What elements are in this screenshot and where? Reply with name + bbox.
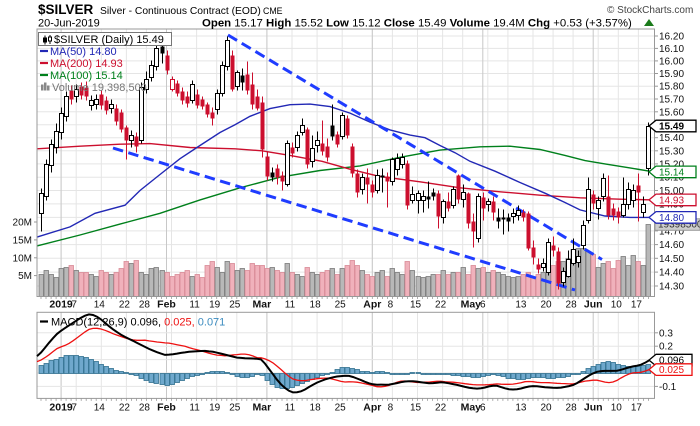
svg-text:Feb: Feb — [157, 402, 176, 414]
svg-text:15.70: 15.70 — [659, 95, 684, 106]
svg-text:Open 15.17 High 15.52 Low 15.1: Open 15.17 High 15.52 Low 15.12 Close 15… — [202, 18, 632, 30]
svg-text:10: 10 — [611, 300, 623, 311]
svg-text:20M: 20M — [13, 218, 32, 229]
svg-text:11: 11 — [285, 300, 296, 311]
svg-text:14.93: 14.93 — [659, 196, 684, 207]
svg-text:$SILVER: $SILVER — [38, 2, 94, 17]
svg-text:Apr: Apr — [363, 402, 381, 414]
svg-text:2019: 2019 — [49, 299, 73, 311]
svg-text:19: 19 — [209, 403, 221, 414]
svg-text:CME: CME — [263, 6, 283, 16]
svg-text:20: 20 — [540, 403, 552, 414]
svg-text:14.40: 14.40 — [659, 268, 684, 279]
svg-text:15.60: 15.60 — [659, 107, 684, 118]
svg-text:14.80: 14.80 — [659, 213, 684, 224]
svg-text:7: 7 — [71, 403, 77, 414]
svg-text:Mar: Mar — [253, 299, 272, 311]
svg-text:25: 25 — [335, 403, 347, 414]
svg-text:0.3: 0.3 — [659, 328, 673, 339]
svg-text:18: 18 — [310, 300, 322, 311]
svg-text:15.90: 15.90 — [659, 69, 684, 80]
svg-text:15.20: 15.20 — [659, 159, 684, 170]
svg-text:15.40: 15.40 — [659, 133, 684, 144]
svg-text:14: 14 — [94, 300, 106, 311]
svg-text:28: 28 — [566, 403, 578, 414]
svg-text:13: 13 — [515, 403, 527, 414]
svg-text:15.49: 15.49 — [659, 122, 684, 133]
svg-text:22: 22 — [435, 403, 447, 414]
svg-text:6: 6 — [480, 300, 486, 311]
svg-text:Feb: Feb — [157, 299, 176, 311]
svg-text:16.20: 16.20 — [659, 32, 684, 43]
svg-text:25: 25 — [335, 300, 347, 311]
svg-text:6: 6 — [480, 403, 486, 414]
svg-text:25: 25 — [229, 403, 241, 414]
svg-text:MA(200) 14.93: MA(200) 14.93 — [50, 58, 123, 70]
svg-text:Apr: Apr — [363, 299, 381, 311]
svg-text:May: May — [461, 299, 482, 311]
svg-text:2019: 2019 — [49, 402, 73, 414]
svg-text:11: 11 — [285, 403, 296, 414]
svg-text:15: 15 — [410, 300, 422, 311]
svg-text:11: 11 — [189, 300, 200, 311]
svg-text:14.50: 14.50 — [659, 254, 684, 265]
svg-text:15.14: 15.14 — [659, 168, 684, 179]
svg-text:0.2: 0.2 — [659, 342, 673, 353]
svg-text:28: 28 — [566, 300, 578, 311]
svg-text:0.096: 0.096 — [659, 356, 684, 367]
svg-text:14.70: 14.70 — [659, 226, 684, 237]
svg-text:MA(50) 14.80: MA(50) 14.80 — [50, 46, 117, 58]
svg-text:MA(100) 15.14: MA(100) 15.14 — [50, 70, 123, 82]
svg-text:$SILVER (Daily) 15.49: $SILVER (Daily) 15.49 — [54, 34, 164, 46]
svg-text:Jun: Jun — [584, 402, 603, 414]
svg-text:18: 18 — [310, 403, 322, 414]
svg-text:MACD(12,26,9) 0.096, 0.025, 0.: MACD(12,26,9) 0.096, 0.025, 0.071 — [51, 317, 225, 329]
svg-text:© StockCharts.com: © StockCharts.com — [607, 5, 693, 16]
svg-text:7: 7 — [71, 300, 77, 311]
svg-text:19: 19 — [209, 300, 221, 311]
svg-text:19398500: 19398500 — [658, 220, 700, 231]
svg-text:28: 28 — [139, 300, 151, 311]
svg-text:Silver - Continuous Contract (: Silver - Continuous Contract (EOD) — [100, 6, 261, 17]
svg-text:17: 17 — [631, 403, 643, 414]
svg-text:Mar: Mar — [253, 402, 272, 414]
svg-text:16.00: 16.00 — [659, 56, 684, 67]
svg-text:11: 11 — [189, 403, 200, 414]
svg-text:10: 10 — [611, 403, 623, 414]
svg-text:15M: 15M — [13, 235, 32, 246]
svg-text:8: 8 — [388, 403, 394, 414]
svg-text:May: May — [461, 402, 482, 414]
svg-text:15.30: 15.30 — [659, 146, 684, 157]
svg-text:22: 22 — [119, 403, 131, 414]
svg-text:10M: 10M — [13, 253, 32, 264]
svg-text:0.025: 0.025 — [659, 365, 684, 376]
svg-text:Jun: Jun — [584, 299, 603, 311]
svg-text:-0.1: -0.1 — [659, 382, 677, 393]
svg-text:25: 25 — [229, 300, 241, 311]
svg-text:15.00: 15.00 — [659, 186, 684, 197]
svg-text:14.60: 14.60 — [659, 240, 684, 251]
svg-text:14: 14 — [94, 403, 106, 414]
svg-text:17: 17 — [631, 300, 643, 311]
svg-text:15.80: 15.80 — [659, 82, 684, 93]
svg-text:8: 8 — [388, 300, 394, 311]
svg-text:20: 20 — [540, 300, 552, 311]
svg-text:22: 22 — [435, 300, 447, 311]
svg-text:28: 28 — [139, 403, 151, 414]
svg-text:20-Jun-2019: 20-Jun-2019 — [38, 18, 100, 30]
svg-text:13: 13 — [515, 300, 527, 311]
svg-text:14.30: 14.30 — [659, 282, 684, 293]
svg-text:15: 15 — [410, 403, 422, 414]
svg-text:16.10: 16.10 — [659, 44, 684, 55]
svg-text:5M: 5M — [18, 271, 32, 282]
svg-text:22: 22 — [119, 300, 131, 311]
svg-text:Volume 19,398,500: Volume 19,398,500 — [52, 82, 147, 94]
